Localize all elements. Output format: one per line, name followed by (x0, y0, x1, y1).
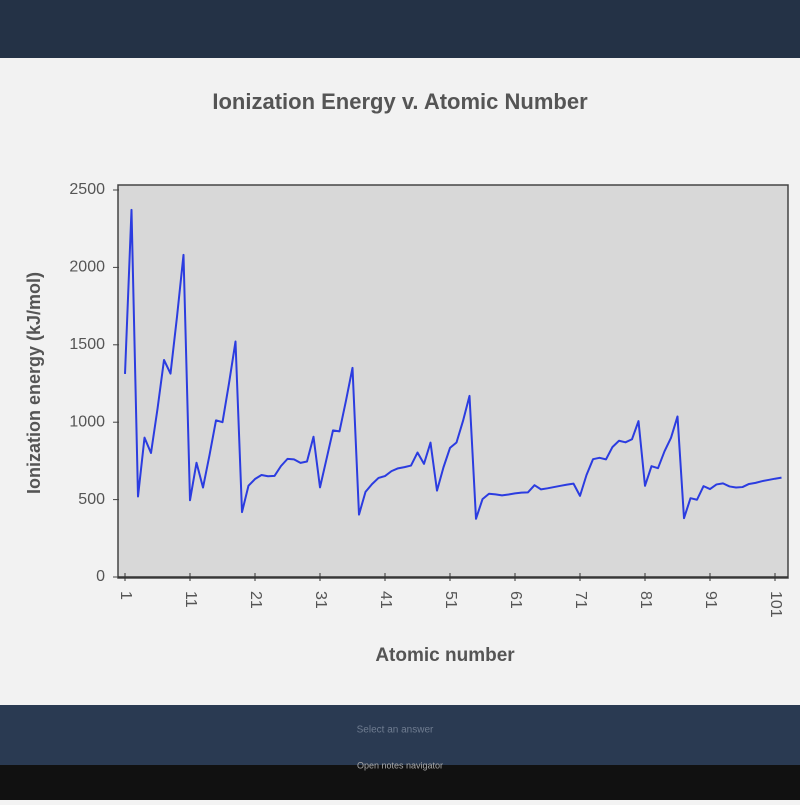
data-line (124, 208, 782, 520)
bottom-band (0, 705, 800, 765)
x-tick-label: 1 (117, 591, 134, 600)
x-tick-label: 41 (377, 591, 394, 609)
x-tick-label: 51 (442, 591, 459, 609)
y-axis-title: Ionization energy (kJ/mol) (24, 272, 44, 494)
answer-prompt[interactable]: Select an answer (357, 725, 434, 736)
y-tick-label: 1000 (69, 413, 105, 430)
x-tick-label: 31 (312, 591, 329, 609)
plot-area (117, 184, 789, 579)
x-tick-label: 71 (572, 591, 589, 609)
x-tick-label: 81 (637, 591, 654, 609)
x-tick-label: 61 (507, 591, 524, 609)
x-axis-title: Atomic number (375, 645, 515, 666)
y-tick-label: 500 (78, 491, 105, 508)
top-band (0, 0, 800, 58)
y-tick-label: 1500 (69, 336, 105, 353)
notes-navigator[interactable]: Open notes navigator (357, 760, 443, 770)
x-tick-label: 11 (182, 591, 199, 608)
chart-title: Ionization Energy v. Atomic Number (212, 89, 588, 114)
y-tick-label: 0 (96, 568, 105, 585)
x-tick-label: 101 (767, 591, 784, 618)
y-tick-label: 2500 (69, 181, 105, 198)
x-tick-label: 21 (247, 591, 264, 609)
y-tick-label: 2000 (69, 259, 105, 276)
taskbar (0, 765, 800, 800)
x-tick-label: 91 (702, 591, 719, 609)
